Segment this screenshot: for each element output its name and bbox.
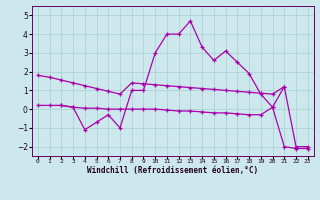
X-axis label: Windchill (Refroidissement éolien,°C): Windchill (Refroidissement éolien,°C) [87, 166, 258, 175]
